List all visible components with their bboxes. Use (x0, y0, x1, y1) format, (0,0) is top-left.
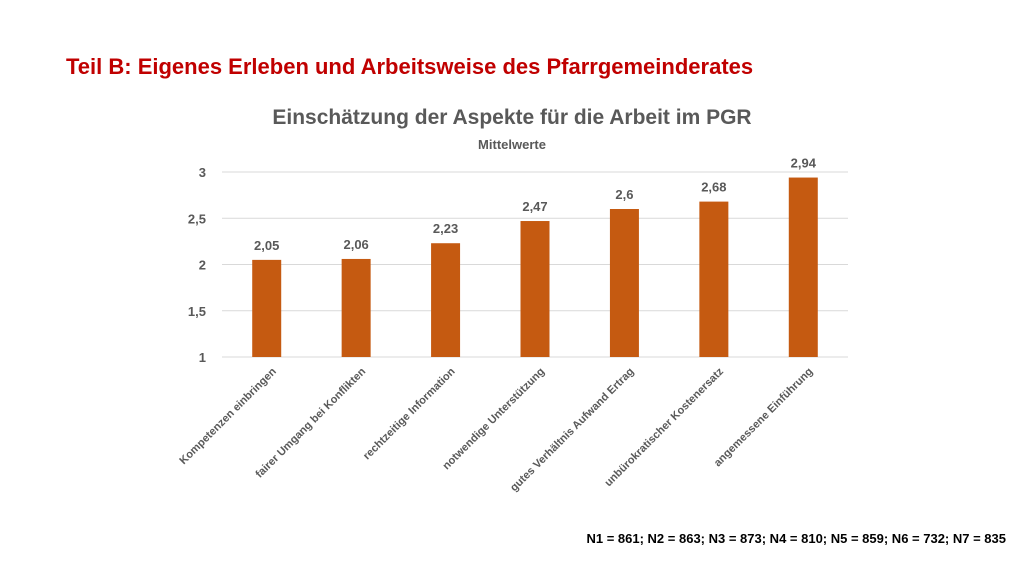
data-label: 2,23 (433, 221, 458, 236)
data-label: 2,94 (791, 156, 817, 171)
data-label: 2,05 (254, 238, 279, 253)
y-axis-ticks: 1 1,5 2 2,5 3 (188, 165, 206, 365)
chart-subtitle: Mittelwerte (478, 137, 546, 152)
chart-title: Einschätzung der Aspekte für die Arbeit … (272, 106, 752, 129)
value-labels: 2,05 2,06 2,23 2,47 2,6 2,68 2,94 (254, 156, 817, 253)
bar (431, 243, 461, 357)
bar (788, 177, 818, 357)
data-label: 2,47 (522, 199, 547, 214)
data-label: 2,06 (343, 237, 368, 252)
y-tick-label: 1 (199, 350, 206, 365)
bars (252, 177, 818, 357)
bar (252, 259, 282, 357)
x-tick-label: angemessene Einführung (712, 366, 816, 470)
x-tick-label: fairer Umgang bei Konflikten (253, 365, 368, 480)
x-tick-label: notwendige Unterstützung (441, 366, 548, 473)
sample-size-note: N1 = 861; N2 = 863; N3 = 873; N4 = 810; … (586, 531, 1006, 546)
x-tick-label: rechtzeitige Information (361, 365, 458, 462)
data-label: 2,68 (701, 180, 726, 195)
bar (609, 209, 639, 357)
slide-title: Teil B: Eigenes Erleben und Arbeitsweise… (66, 54, 754, 79)
y-tick-label: 3 (199, 165, 206, 180)
y-tick-label: 2,5 (188, 211, 206, 226)
bar (699, 201, 729, 357)
bar (341, 258, 371, 357)
data-label: 2,6 (615, 187, 633, 202)
y-tick-label: 1,5 (188, 304, 206, 319)
bar (520, 221, 550, 357)
x-tick-label: Kompetenzen einbringen (177, 365, 279, 467)
y-tick-label: 2 (199, 258, 206, 273)
